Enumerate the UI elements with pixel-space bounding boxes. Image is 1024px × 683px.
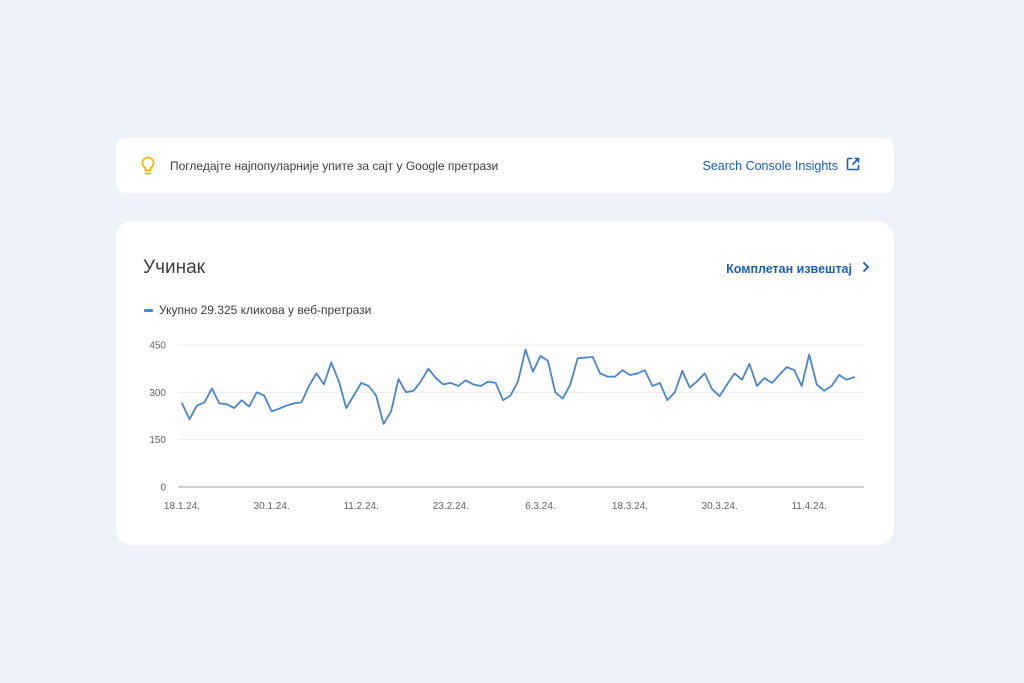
x-tick-label: 11.4.24. (791, 501, 826, 512)
y-tick-label: 450 (149, 341, 166, 352)
open-in-new-icon (846, 157, 860, 174)
lightbulb-icon (140, 156, 156, 176)
x-tick-label: 11.2.24. (343, 501, 378, 512)
x-tick-label: 30.1.24. (254, 501, 290, 512)
insight-banner: Погледајте најпопуларније упите за сајт … (116, 138, 894, 193)
legend-swatch (144, 308, 153, 312)
x-tick-label: 6.3.24. (525, 501, 556, 512)
y-tick-label: 0 (160, 483, 166, 494)
x-tick-label: 18.1.24. (164, 501, 200, 512)
performance-card: Учинак Комплетан извештај Укупно 29.325 … (116, 221, 894, 545)
clicks-line-chart: 0 150 300 450 18.1.24. 30.1.24. 11.2.24. 23.2.2… (149, 341, 864, 512)
x-tick-label: 18.3.24. (612, 501, 648, 512)
chart-legend: Укупно 29.325 кликова у веб-претрази (144, 303, 371, 317)
performance-title: Учинак (143, 257, 205, 278)
y-tick-label: 300 (149, 388, 166, 399)
x-tick-label: 30.3.24. (702, 501, 738, 512)
series-line-clicks (181, 348, 855, 425)
x-tick-label: 23.2.24. (433, 501, 469, 512)
full-report-link[interactable]: Комплетан извештај (726, 261, 870, 276)
search-console-insights-link[interactable]: Search Console Insights (703, 157, 861, 174)
chevron-right-icon (862, 261, 870, 276)
insight-text: Погледајте најпопуларније упите за сајт … (170, 158, 499, 173)
full-report-label: Комплетан извештај (726, 261, 852, 276)
legend-label: Укупно 29.325 кликова у веб-претрази (159, 303, 372, 317)
search-console-insights-label: Search Console Insights (702, 158, 839, 173)
y-tick-label: 150 (149, 435, 166, 446)
